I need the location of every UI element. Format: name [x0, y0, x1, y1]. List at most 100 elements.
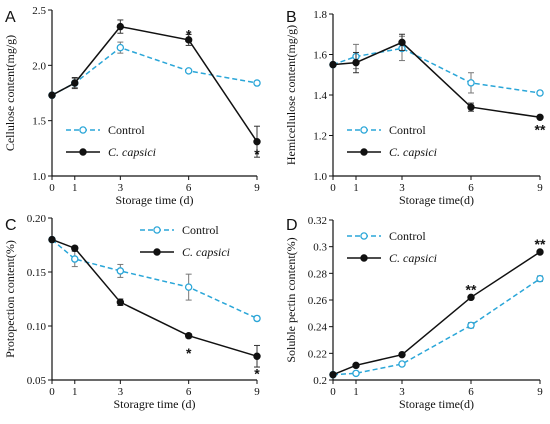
x-tick-label: 0 [330, 182, 336, 194]
data-point [467, 293, 475, 302]
legend-label: Control [389, 123, 426, 137]
x-tick-label: 0 [330, 386, 336, 398]
legend-marker [153, 226, 161, 234]
data-point [184, 332, 193, 340]
significance-marker: ** [535, 236, 546, 252]
data-point [352, 369, 360, 378]
x-axis-title: Storagre time (d) [114, 397, 196, 411]
y-axis-title: Soluble pectin content(%) [284, 237, 298, 362]
data-point [398, 350, 406, 359]
data-point [253, 314, 261, 323]
x-tick-label: 3 [118, 386, 124, 398]
data-point [116, 43, 125, 52]
legend: Control C. capsici [140, 223, 230, 259]
data-point [352, 361, 360, 370]
panel-a: A 0 1 3 6 9 1.0 1.5 2.0 2.5 Storage time (d) Cellul… [3, 5, 261, 207]
series-c-capsici [329, 33, 544, 121]
data-point [329, 60, 337, 69]
y-tick-label: 0.3 [313, 242, 327, 254]
data-point [116, 22, 125, 31]
x-tick-label: 9 [254, 182, 260, 194]
significance-marker: ** [466, 281, 477, 297]
series-control [48, 41, 261, 99]
data-point [329, 370, 337, 379]
data-point [536, 248, 544, 256]
y-tick-label: 2.0 [32, 60, 46, 72]
series-c-capsici [48, 235, 261, 368]
legend-marker [153, 248, 161, 256]
panel-letter: A [5, 9, 16, 26]
series-control [329, 274, 544, 379]
significance-marker: * [186, 26, 192, 42]
data-point [536, 274, 544, 283]
y-axis-title: Hemicellulose content(mg/g) [284, 25, 298, 165]
data-point [71, 255, 79, 263]
legend-label: C. capsici [389, 145, 437, 159]
x-axis-title: Storage time (d) [116, 193, 194, 207]
x-tick-label: 1 [353, 386, 359, 398]
y-tick-label: 1.8 [313, 9, 327, 21]
data-point [184, 67, 193, 75]
legend-label: C. capsici [182, 245, 230, 259]
series-control [329, 35, 544, 97]
data-point [71, 244, 79, 252]
x-tick-label: 6 [468, 182, 474, 194]
y-tick-label: 1.6 [313, 50, 327, 62]
legend-label: Control [389, 229, 426, 243]
x-tick-label: 3 [399, 386, 405, 398]
legend-label: C. capsici [108, 145, 156, 159]
legend-marker [360, 126, 368, 134]
series-line [332, 47, 541, 94]
x-tick-label: 1 [353, 182, 359, 194]
panel-c: C 0 1 3 6 9 0.05 0.10 0.15 0.20 Storagre time (d) P… [3, 213, 261, 411]
y-tick-label: 1.4 [313, 90, 327, 102]
data-point [253, 79, 261, 87]
panel-letter: D [286, 217, 298, 234]
x-tick-label: 9 [254, 386, 260, 398]
x-tick-label: 9 [537, 182, 543, 194]
x-axis-title: Storage time(d) [399, 397, 474, 411]
data-point [116, 267, 125, 275]
data-point [352, 58, 360, 67]
legend-label: Control [108, 123, 145, 137]
y-tick-label: 1.2 [313, 131, 327, 143]
series-line [332, 278, 541, 376]
y-tick-label: 0.22 [308, 348, 327, 360]
panel-b: B 0 1 3 6 9 1.0 1.2 1.4 1.6 1.8 Storage time(d) Hemi… [284, 9, 546, 207]
series-line [51, 25, 258, 143]
y-tick-label: 0.32 [308, 215, 327, 227]
y-tick-label: 1.5 [32, 116, 46, 128]
y-tick-label: 2.5 [32, 5, 46, 17]
series-c-capsici [329, 248, 544, 379]
data-point [398, 360, 406, 368]
legend: Control C. capsici [66, 123, 156, 159]
x-tick-label: 3 [399, 182, 405, 194]
x-tick-label: 6 [186, 386, 192, 398]
data-point [253, 137, 261, 146]
y-axis-title: Cellulose content(mg/g) [3, 35, 17, 151]
legend: Control C. capsici [347, 123, 437, 159]
x-tick-label: 3 [118, 182, 124, 194]
y-tick-label: 0.2 [313, 375, 327, 387]
data-point [116, 298, 125, 306]
data-point [71, 79, 79, 87]
data-point [184, 283, 193, 291]
y-tick-label: 0.28 [308, 268, 328, 280]
panel-letter: C [5, 217, 17, 234]
significance-marker: * [186, 345, 192, 361]
significance-marker: * [254, 146, 260, 162]
legend-label: Control [182, 223, 219, 237]
data-point [48, 91, 56, 99]
series-control [48, 235, 261, 323]
y-tick-label: 0.26 [308, 295, 328, 307]
legend-marker [360, 148, 368, 156]
y-tick-label: 0.15 [27, 267, 47, 279]
y-tick-label: 0.20 [27, 213, 47, 225]
x-tick-label: 1 [72, 182, 78, 194]
data-point [536, 113, 544, 121]
series-line [332, 251, 541, 376]
x-tick-label: 6 [186, 182, 192, 194]
series-line [332, 41, 541, 119]
